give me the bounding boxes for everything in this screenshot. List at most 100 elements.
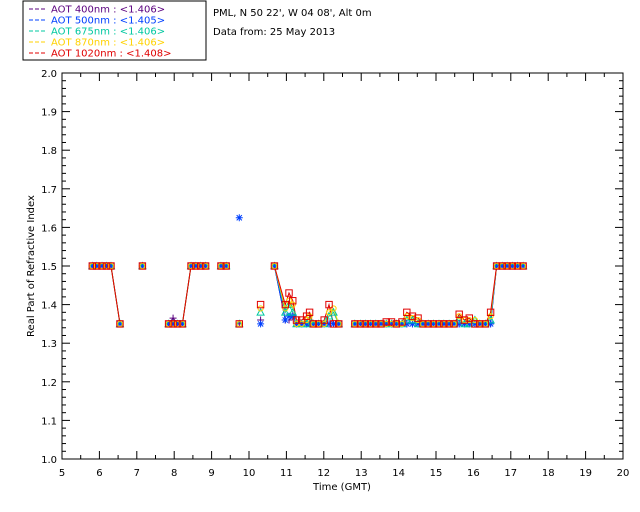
data-point-series-5 — [256, 300, 265, 309]
data-point-series-4 — [98, 262, 106, 270]
data-point-series-2 — [460, 320, 468, 328]
data-point-series-5 — [481, 320, 490, 328]
data-point-series-2 — [351, 320, 359, 328]
data-point-series-4 — [303, 316, 310, 324]
data-point-series-5 — [440, 320, 448, 328]
data-point-series-2 — [285, 312, 293, 320]
data-point-series-5 — [93, 262, 101, 270]
data-point-series-2 — [169, 320, 177, 328]
site-info: PML, N 50 22', W 04 08', Alt 0m — [213, 8, 372, 19]
x-tick-label: 16 — [467, 468, 480, 479]
data-point-series-2 — [138, 262, 146, 270]
data-point-series-2 — [88, 262, 96, 270]
data-point-series-5 — [270, 262, 279, 270]
data-point-series-5 — [187, 262, 195, 270]
data-point-series-5 — [292, 316, 301, 324]
data-point-series-2 — [292, 320, 300, 328]
data-point-series-5 — [419, 320, 427, 328]
data-point-series-5 — [98, 262, 106, 270]
data-point-series-5 — [305, 308, 314, 317]
data-point-series-2 — [465, 320, 473, 328]
data-point-series-2 — [178, 320, 186, 328]
data-point-series-2 — [222, 262, 230, 270]
data-point-series-5 — [471, 320, 479, 328]
legend-entry: AOT 500nm : <1.405> — [51, 16, 165, 27]
data-point-series-2 — [289, 312, 297, 320]
y-tick-labels: 1.0 1.1 1.2 1.3 1.4 1.5 1.6 1.7 1.8 1.9 2.0 — [41, 69, 57, 466]
data-point-series-2 — [165, 320, 173, 328]
data-point-series-5 — [298, 316, 306, 324]
data-point-series-4 — [139, 262, 146, 270]
data-point-series-3 — [486, 315, 495, 324]
x-tick-label: 15 — [430, 468, 443, 479]
x-tick-labels: 5 6 7 8 9 10 11 12 13 14 15 16 17 18 19 20 — [59, 468, 630, 479]
data-point-series-3 — [324, 311, 334, 320]
data-point-series-2 — [435, 320, 443, 328]
data-point-series-2 — [103, 262, 111, 270]
data-point-series-2 — [493, 262, 501, 270]
data-point-series-5 — [351, 320, 359, 328]
data-point-series-4 — [414, 316, 422, 324]
axis-ticks — [61, 72, 624, 460]
data-point-series-5 — [508, 262, 516, 270]
data-point-series-2 — [382, 320, 390, 328]
data-point-series-4 — [89, 262, 96, 270]
data-point-series-4 — [236, 320, 243, 327]
data-point-series-5 — [309, 320, 318, 328]
x-axis-label: Time (GMT) — [312, 482, 371, 493]
legend-entry: AOT 675nm : <1.406> — [51, 27, 165, 38]
data-point-series-2 — [107, 262, 115, 270]
data-point-series-5 — [314, 320, 323, 328]
data-point-series-5 — [498, 262, 506, 270]
data-point-series-5 — [503, 262, 511, 270]
data-point-series-2 — [429, 320, 437, 328]
data-point-series-2 — [281, 316, 289, 324]
y-tick-label: 1.0 — [41, 455, 57, 466]
data-point-series-4 — [285, 297, 293, 304]
series-markers — [87, 214, 528, 328]
data-point-series-5 — [222, 262, 230, 270]
data-point-series-5 — [387, 318, 396, 326]
data-point-series-2 — [377, 320, 385, 328]
data-point-series-5 — [455, 310, 463, 318]
data-point-series-4 — [289, 301, 296, 308]
data-point-series-2 — [450, 320, 458, 328]
legend-entry: AOT 870nm : <1.406> — [51, 38, 165, 49]
data-point-series-2 — [445, 320, 453, 328]
data-point-series-2 — [455, 320, 463, 328]
data-point-series-5 — [392, 320, 401, 328]
data-point-series-2 — [487, 320, 495, 328]
data-point-series-5 — [513, 262, 522, 270]
data-point-series-5 — [217, 262, 225, 270]
data-point-series-2 — [498, 262, 506, 270]
data-point-series-4 — [202, 262, 209, 270]
data-point-series-5 — [107, 262, 115, 270]
data-point-series-2 — [398, 320, 406, 328]
data-point-series-5 — [178, 320, 187, 328]
data-point-series-5 — [476, 320, 484, 328]
data-point-series-5 — [285, 289, 293, 297]
data-point-series-2 — [392, 320, 400, 328]
x-tick-label: 11 — [280, 468, 293, 479]
data-point-series-2 — [98, 262, 106, 270]
y-tick-label: 1.2 — [41, 378, 57, 389]
data-point-series-4 — [223, 262, 230, 270]
legend-box — [22, 0, 207, 61]
data-point-series-4 — [335, 320, 342, 327]
data-point-series-5 — [138, 262, 147, 270]
data-point-series-5 — [366, 320, 375, 328]
data-point-series-2 — [298, 320, 306, 328]
data-point-series-5 — [382, 318, 390, 326]
data-point-series-4 — [456, 313, 463, 320]
x-tick-label: 13 — [355, 468, 368, 479]
data-point-series-5 — [197, 262, 205, 270]
data-point-series-5 — [424, 320, 432, 328]
data-point-series-2 — [320, 320, 328, 328]
data-point-series-2 — [414, 320, 422, 328]
data-point-series-2 — [270, 262, 278, 270]
data-point-series-5 — [414, 314, 422, 322]
x-tick-label: 17 — [504, 468, 517, 479]
data-point-series-2 — [503, 262, 511, 270]
data-point-series-5 — [377, 320, 385, 328]
data-point-series-5 — [335, 320, 343, 328]
